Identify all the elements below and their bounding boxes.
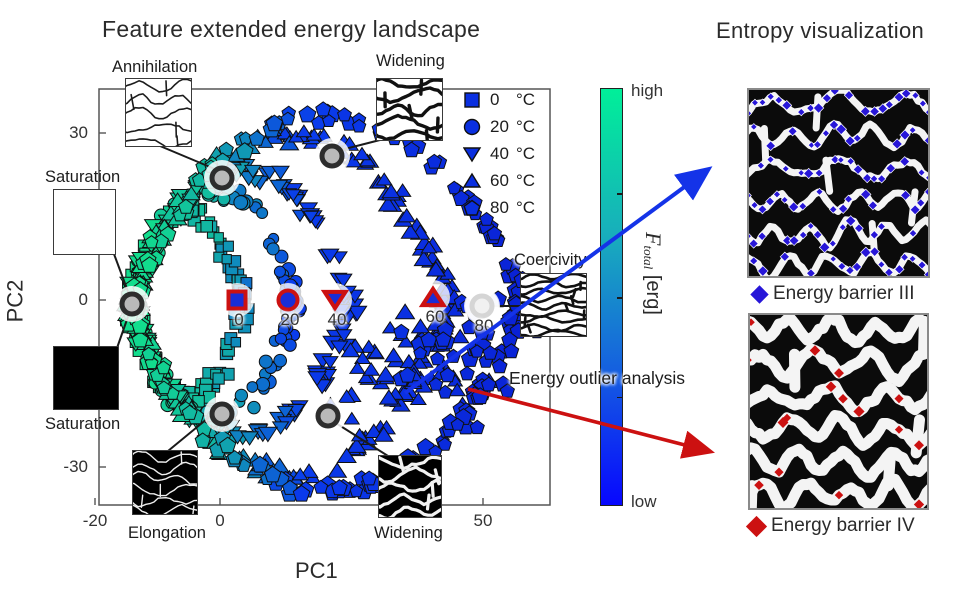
- legend-item-80c: 80 °C: [463, 194, 535, 221]
- y-tick-label: -30: [63, 457, 88, 476]
- triangle-up-marker-icon: [463, 172, 482, 188]
- square-marker-icon: [464, 91, 480, 108]
- legend-item-40c: 40 °C: [463, 140, 535, 167]
- blue-diamond-icon: [750, 284, 769, 304]
- x-tick-label: 50: [473, 511, 493, 530]
- red-diamond-icon: [745, 515, 768, 537]
- saturation-top-label: Saturation: [45, 168, 121, 186]
- colorbar-axis-label: Ftotal [erg]: [641, 232, 666, 315]
- centroid-label: 40: [327, 310, 347, 329]
- widening-bottom-texture: [378, 455, 442, 518]
- saturation-black-texture: [53, 346, 119, 410]
- x-tick-label: 0: [215, 511, 225, 530]
- y-axis-label: PC2: [2, 279, 28, 323]
- centroid-label: 80: [474, 316, 494, 335]
- legend-item-60c: 60 °C: [463, 167, 535, 194]
- colorbar-high-label: high: [631, 81, 664, 100]
- legend-item-20c: 20 °C: [463, 113, 535, 140]
- main-title: Feature extended energy landscape: [102, 16, 481, 42]
- saturation-bottom-label: Saturation: [45, 415, 121, 433]
- widening-top-label: Widening: [376, 52, 445, 70]
- legend-item-0c: 0 °C: [463, 86, 535, 113]
- y-tick-label: 0: [78, 290, 88, 309]
- saturation-white-texture: [53, 189, 116, 255]
- coercivity-label: Coercivity: [514, 251, 587, 269]
- circle-marker-icon: [463, 118, 481, 135]
- annihilation-label: Annihilation: [112, 58, 198, 76]
- elongation-texture: [132, 450, 198, 515]
- caption-barrier-3: Energy barrier III: [750, 283, 915, 305]
- entropy-map-barrier-3: [747, 88, 930, 278]
- caption-barrier-4: Energy barrier IV: [745, 515, 915, 537]
- centroid-label: 60: [425, 307, 445, 326]
- widening-top-texture: [376, 78, 443, 141]
- energy-outlier-analysis-label: Energy outlier analysis: [509, 368, 686, 388]
- colorbar: [600, 88, 623, 506]
- pentagon-marker-icon: [463, 199, 481, 216]
- temperature-legend: 0 °C 20 °C 40 °C 60 °C 80 °C: [463, 86, 535, 221]
- coercivity-texture: [520, 273, 587, 337]
- annihilation-texture: [125, 78, 192, 147]
- triangle-down-marker-icon: [463, 146, 482, 162]
- centroid-label: 0: [234, 310, 244, 329]
- y-tick-label: 30: [69, 123, 88, 142]
- colorbar-low-label: low: [631, 492, 657, 511]
- centroid-label: 20: [280, 310, 300, 329]
- elongation-label: Elongation: [128, 524, 206, 542]
- entropy-map-barrier-4: [748, 313, 929, 510]
- widening-bottom-label: Widening: [374, 524, 443, 542]
- x-axis-label: PC1: [295, 558, 338, 583]
- x-tick-label: -20: [82, 511, 108, 530]
- entropy-title: Entropy visualization: [716, 18, 925, 43]
